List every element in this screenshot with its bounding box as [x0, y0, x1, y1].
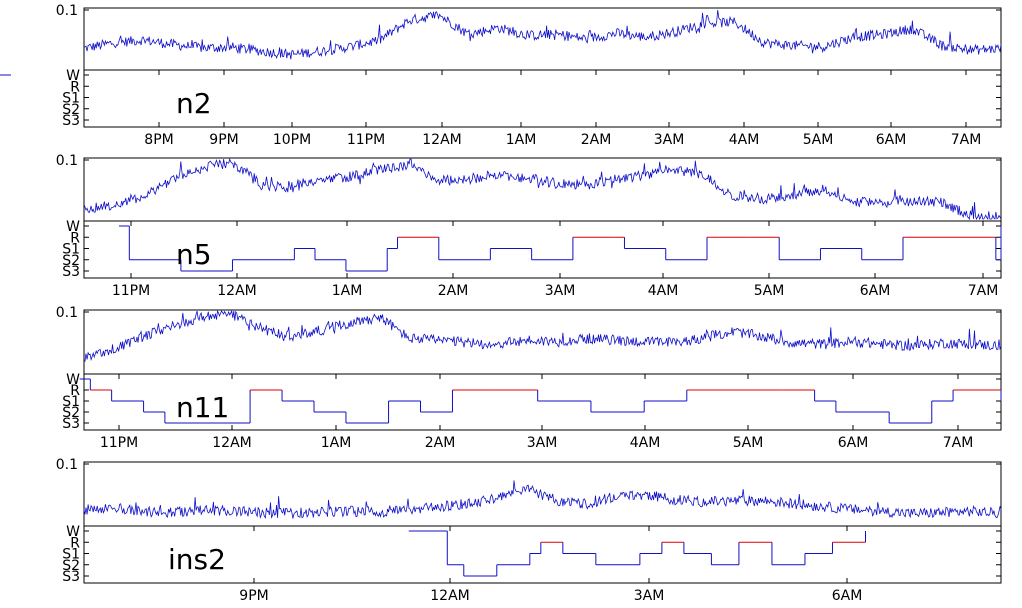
- time-tick-label: 3AM: [654, 132, 685, 148]
- stage-label-w: W: [66, 524, 80, 540]
- time-tick-label: 3AM: [527, 435, 558, 451]
- signal-trace: [83, 10, 1002, 60]
- hypnogram-axes: [83, 220, 1002, 279]
- time-tick-label: 8PM: [144, 132, 173, 148]
- time-tick-label: 6AM: [876, 132, 907, 148]
- signal-trace: [83, 480, 1002, 520]
- time-tick-label: 10PM: [273, 132, 311, 148]
- signal-axes: [83, 461, 1002, 527]
- time-tick-label: 1AM: [321, 435, 352, 451]
- signal-axes: [83, 309, 1002, 375]
- signal-ytick-label: 0.1: [56, 305, 78, 321]
- stage-label-s3: S3: [62, 569, 80, 585]
- signal-trace: [83, 157, 1002, 221]
- stage-label-r: R: [70, 535, 80, 551]
- stage-label-s2: S2: [62, 558, 80, 574]
- time-tick-label: 3AM: [545, 283, 576, 299]
- stage-label-s1: S1: [62, 242, 80, 258]
- time-tick-label: 1AM: [332, 283, 363, 299]
- time-tick-label: 6AM: [838, 435, 869, 451]
- stage-label-s1: S1: [62, 547, 80, 563]
- hypnogram-axes: [83, 69, 1002, 128]
- time-tick-label: 7AM: [951, 132, 982, 148]
- signal-ytick-label: 0.1: [56, 457, 78, 473]
- stage-label-s3: S3: [62, 113, 80, 129]
- time-tick-label: 3AM: [634, 588, 665, 604]
- time-tick-label: 12AM: [430, 588, 469, 604]
- stage-label-s1: S1: [62, 394, 80, 410]
- stage-label-s3: S3: [62, 264, 80, 280]
- time-tick-label: 2AM: [438, 283, 469, 299]
- hypnogram-axes: [83, 373, 1002, 431]
- stage-label-r: R: [70, 79, 80, 95]
- time-tick-label: 7AM: [943, 435, 974, 451]
- time-tick-label: 9PM: [239, 588, 268, 604]
- stage-label-s1: S1: [62, 91, 80, 107]
- time-tick-label: 12AM: [217, 283, 256, 299]
- stage-label-s2: S2: [62, 405, 80, 421]
- signal-axes: [83, 157, 1002, 222]
- stage-label-r: R: [70, 383, 80, 399]
- time-tick-label: 5AM: [803, 132, 834, 148]
- time-tick-label: 11PM: [100, 435, 138, 451]
- time-tick-label: 2AM: [581, 132, 612, 148]
- stage-label-s2: S2: [62, 102, 80, 118]
- time-tick-label: 12AM: [212, 435, 251, 451]
- time-tick-label: 9PM: [209, 132, 238, 148]
- time-tick-label: 1AM: [506, 132, 537, 148]
- time-tick-label: 4AM: [648, 283, 679, 299]
- panel-name-label: ins2: [168, 543, 226, 576]
- time-tick-label: 5AM: [733, 435, 764, 451]
- signal-axes: [83, 7, 1002, 71]
- signal-ytick-label: 0.1: [56, 153, 78, 169]
- stage-label-r: R: [70, 230, 80, 246]
- signal-trace: [83, 309, 1002, 362]
- time-tick-label: 11PM: [112, 283, 150, 299]
- time-tick-label: 4AM: [630, 435, 661, 451]
- time-tick-label: 11PM: [347, 132, 385, 148]
- panel-name-label: n5: [176, 238, 212, 271]
- hypnogram-axes: [83, 525, 1002, 584]
- time-tick-label: 6AM: [860, 283, 891, 299]
- panel-name-label: n11: [176, 391, 229, 424]
- stage-label-s2: S2: [62, 253, 80, 269]
- time-tick-label: 7AM: [968, 283, 999, 299]
- time-tick-label: 2AM: [425, 435, 456, 451]
- time-tick-label: 4AM: [729, 132, 760, 148]
- stage-label-s3: S3: [62, 416, 80, 432]
- signal-ytick-label: 0.1: [56, 3, 78, 19]
- stage-label-w: W: [66, 372, 80, 388]
- panel-name-label: n2: [176, 87, 212, 120]
- time-tick-label: 12AM: [422, 132, 461, 148]
- time-tick-label: 5AM: [754, 283, 785, 299]
- stage-label-w: W: [66, 68, 80, 84]
- time-tick-label: 6AM: [832, 588, 863, 604]
- stage-label-w: W: [66, 219, 80, 235]
